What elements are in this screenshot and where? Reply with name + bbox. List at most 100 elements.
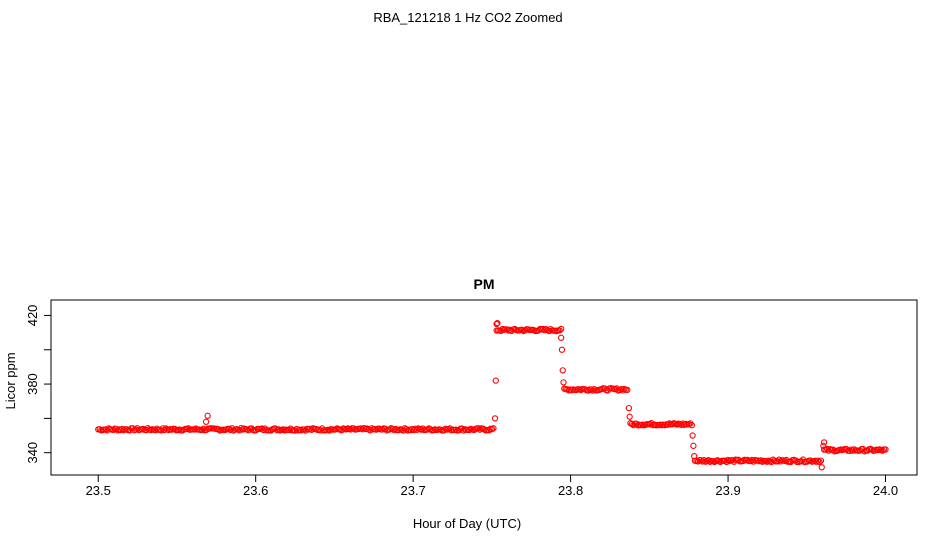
data-point xyxy=(619,387,626,394)
data-point xyxy=(161,426,168,434)
figure-title: RBA_121218 1 Hz CO2 Zoomed xyxy=(373,10,562,25)
data-point xyxy=(215,426,222,433)
x-tick-label: 23.8 xyxy=(558,483,583,498)
y-axis-label: Licor ppm xyxy=(3,352,18,409)
x-tick-label: 23.5 xyxy=(86,483,111,498)
data-point xyxy=(559,367,566,374)
data-point xyxy=(558,334,565,341)
data-point xyxy=(198,426,206,434)
data-point xyxy=(558,325,565,333)
data-point xyxy=(558,346,566,353)
data-point xyxy=(823,445,831,453)
data-point xyxy=(119,425,126,433)
data-point xyxy=(359,426,366,433)
data-point xyxy=(588,386,595,393)
data-point xyxy=(521,327,529,334)
data-point xyxy=(781,457,789,465)
plot-frame xyxy=(50,299,918,476)
data-point xyxy=(868,446,876,453)
data-point xyxy=(630,421,637,429)
data-point xyxy=(490,425,497,432)
data-point xyxy=(678,421,685,428)
data-point xyxy=(729,456,736,464)
data-point xyxy=(849,447,856,454)
y-tick-label: 420 xyxy=(25,305,40,327)
data-point xyxy=(132,426,139,433)
data-point xyxy=(466,426,473,434)
data-point xyxy=(413,426,420,433)
x-axis: 23.5 23.6 23.7 23.8 23.9 24.0 xyxy=(86,474,898,498)
data-point xyxy=(748,456,756,464)
data-point xyxy=(117,426,124,434)
data-point xyxy=(492,377,499,384)
data-point xyxy=(110,426,117,434)
data-point xyxy=(285,426,293,433)
data-point xyxy=(347,426,354,433)
data-point xyxy=(687,420,694,427)
data-point xyxy=(694,458,702,465)
x-tick-label: 23.6 xyxy=(243,483,268,498)
data-point xyxy=(777,458,784,465)
data-point xyxy=(699,458,706,465)
data-point xyxy=(494,320,501,327)
data-point xyxy=(382,425,389,432)
data-point xyxy=(326,427,333,434)
data-point xyxy=(491,415,499,422)
data-point xyxy=(628,420,636,428)
data-point xyxy=(204,412,211,419)
data-point xyxy=(260,426,267,434)
data-point xyxy=(564,386,571,393)
data-point xyxy=(744,456,751,464)
data-point xyxy=(688,422,695,429)
data-point xyxy=(757,457,765,464)
data-point xyxy=(475,425,482,432)
data-point xyxy=(618,385,625,393)
data-point xyxy=(493,320,500,328)
data-point xyxy=(392,425,399,433)
x-tick-label: 23.7 xyxy=(400,483,425,498)
data-point xyxy=(820,439,828,446)
data-point xyxy=(427,426,434,433)
data-point xyxy=(591,385,598,393)
data-point xyxy=(102,426,109,433)
data-point xyxy=(798,458,805,465)
data-point xyxy=(825,447,832,454)
data-point xyxy=(624,386,631,394)
x-axis-label: Hour of Day (UTC) xyxy=(413,516,521,531)
data-point xyxy=(308,426,315,433)
data-point xyxy=(700,457,708,464)
y-tick-label: 340 xyxy=(25,442,40,464)
data-point xyxy=(763,458,771,465)
data-point xyxy=(476,426,484,433)
data-point xyxy=(506,326,514,333)
data-point xyxy=(775,456,783,463)
data-point xyxy=(386,426,393,433)
data-point xyxy=(814,457,822,464)
data-point xyxy=(350,425,357,432)
data-point xyxy=(820,442,827,449)
data-point xyxy=(807,457,814,464)
data-point xyxy=(664,421,672,428)
data-point xyxy=(879,447,886,454)
data-point xyxy=(96,426,103,433)
data-point xyxy=(556,327,563,334)
data-point xyxy=(817,457,825,464)
data-point xyxy=(882,446,889,453)
data-point xyxy=(679,420,686,427)
data-point xyxy=(460,427,467,434)
data-point xyxy=(518,326,526,334)
chart-title: PM xyxy=(474,276,495,292)
data-point xyxy=(691,452,698,460)
data-points xyxy=(95,320,889,471)
data-point xyxy=(589,387,596,394)
data-point xyxy=(152,427,159,434)
data-point xyxy=(227,426,234,434)
y-axis: 340 380 420 xyxy=(25,305,52,464)
data-point xyxy=(585,387,592,394)
data-point xyxy=(625,404,633,412)
data-point xyxy=(412,425,419,432)
data-point xyxy=(856,447,864,454)
x-tick-label: 24.0 xyxy=(873,483,898,498)
x-tick-label: 23.9 xyxy=(715,483,740,498)
data-point xyxy=(689,432,696,439)
